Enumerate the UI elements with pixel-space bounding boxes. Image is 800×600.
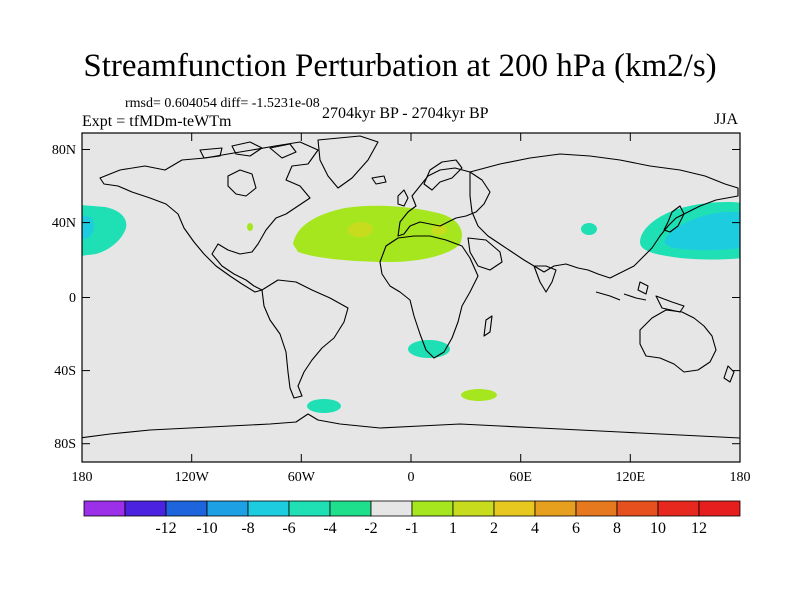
lat-label-0: 0 [69,291,76,306]
lon-axis [81,133,741,462]
lon-label-0: 0 [408,470,415,485]
colorbar-label: 8 [613,520,621,537]
stats-text: rmsd= 0.604054 diff= -1.5231e-08 [125,96,320,111]
coastline-asia [469,153,739,279]
colorbar-label: 1 [449,520,457,537]
colorbar-label: -2 [364,520,377,537]
coastline-hudson-bay [227,169,257,197]
coastline-madagascar [483,315,493,337]
coastline-maritime-continent [595,281,685,313]
coastline-greenland [317,135,379,189]
contour-peak-mediterranean [431,224,448,236]
contour-positive-north-america [247,223,253,231]
map-background [82,133,740,462]
lon-label-60w: 60W [288,470,316,485]
lat-label-80s: 80S [54,437,76,452]
colorbar-label: 4 [531,520,539,537]
colorbar-swatch [493,500,536,517]
contour-negative-east-pacific [82,205,127,256]
colorbar-swatch [206,500,249,517]
colorbar-label: -6 [282,520,295,537]
colorbar-label: -4 [323,520,336,537]
colorbar-swatch [247,500,290,517]
colorbar-swatch [370,500,413,517]
coastline-india [533,265,557,293]
lon-label-120e: 120E [616,470,646,485]
lon-label-180w: 180 [72,470,93,485]
coastline-australia [639,309,717,373]
colorbar-label: 2 [490,520,498,537]
coastline-new-zealand [723,365,735,383]
coastline-africa [379,235,479,359]
colorbar-label: -1 [405,520,418,537]
colorbar-label: -10 [196,520,217,537]
lat-label-80n: 80N [52,143,76,158]
colorbar [83,500,741,517]
lat-axis [82,149,740,445]
colorbar-swatch [411,500,454,517]
contour-negative-south-atlantic [408,340,450,358]
coastline-europe [397,167,491,237]
coastline-arctic-islands [199,141,297,159]
colorbar-swatch [534,500,577,517]
lon-label-120w: 120W [175,470,210,485]
colorbar-label: 12 [691,520,707,537]
coastline-scandinavia [423,159,463,191]
contour-negative-drake-passage [307,399,341,413]
colorbar-swatch [452,500,495,517]
experiment-label: Expt = tfMDm-teWTm [82,113,232,130]
colorbar-labels: -12 -10 -8 -6 -4 -2 -1 1 2 4 6 8 10 12 [155,520,707,537]
contour-core-east-pacific [82,215,94,240]
lat-label-40s: 40S [54,364,76,379]
coastline-arabia [467,237,503,271]
colorbar-swatch [124,500,167,517]
colorbar-swatch [329,500,372,517]
lon-label-60e: 60E [509,470,532,485]
colorbar-swatch [83,500,126,517]
page-title: Streamfunction Perturbation at 200 hPa (… [83,48,717,84]
coastline-japan [663,205,685,233]
period-label: 2704kyr BP - 2704kyr BP [322,105,489,122]
lat-label-40n: 40N [52,216,76,231]
contour-peak-atlantic [347,222,373,238]
contour-negative-central-asia [581,223,597,235]
contour-positive-south-indian [461,389,497,401]
contour-core-west-pacific [664,212,740,251]
colorbar-label: -8 [241,520,254,537]
coastline-iceland [371,175,387,185]
colorbar-label: 10 [650,520,666,537]
contour-fills [82,202,740,413]
colorbar-label: -12 [155,520,176,537]
colorbar-swatch [575,500,618,517]
colorbar-swatch [616,500,659,517]
colorbar-swatch [698,500,741,517]
colorbar-label: 6 [572,520,580,537]
coastline-south-america [261,279,349,399]
coastlines [82,135,740,439]
coastline-british-isles [397,189,409,207]
colorbar-swatch [165,500,208,517]
season-label: JJA [714,111,739,128]
lon-label-180e: 180 [730,470,751,485]
colorbar-swatch [657,500,700,517]
coastline-antarctica [82,413,740,439]
contour-positive-north-atlantic [293,205,462,262]
coastline-north-america [99,141,319,293]
colorbar-swatch [288,500,331,517]
